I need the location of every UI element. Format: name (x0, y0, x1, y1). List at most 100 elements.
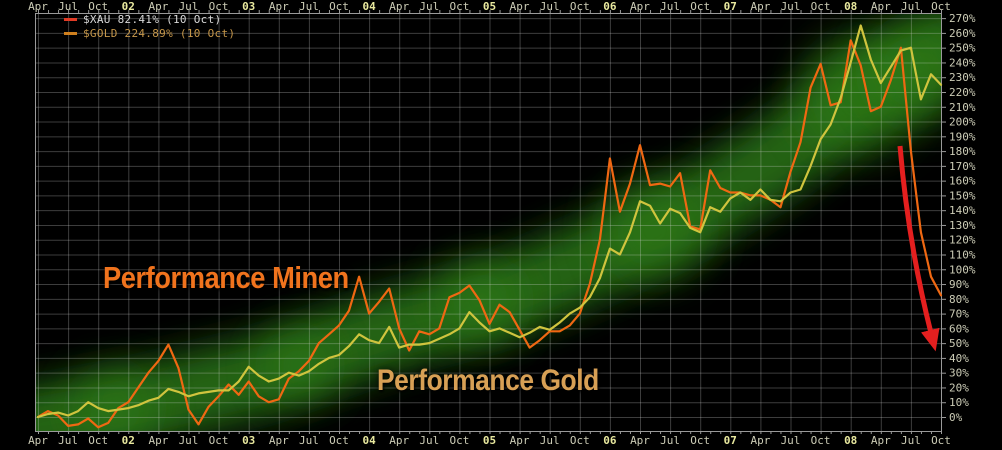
bottom-axis-label: 02 (122, 434, 135, 447)
bottom-axis-label: Jul (781, 434, 801, 447)
top-axis-label: Oct (88, 0, 108, 13)
bottom-axis-label: 03 (242, 434, 255, 447)
bottom-axis-label: Apr (510, 434, 530, 447)
bottom-axis-label: Apr (148, 434, 168, 447)
top-axis-label: Oct (449, 0, 469, 13)
bottom-axis-label: Oct (209, 434, 229, 447)
bottom-axis-label: Apr (269, 434, 289, 447)
top-axis-label: 05 (483, 0, 496, 13)
right-axis-label: 120% (949, 234, 976, 247)
series-line-xau (36, 39, 943, 429)
top-axis-label: Apr (148, 0, 168, 13)
bottom-axis-label: Jul (299, 434, 319, 447)
bottom-axis-label: Oct (931, 434, 951, 447)
plot-frame (35, 13, 942, 432)
gridlines (35, 13, 942, 431)
legend-item-gold: $GOLD 224.89% (10 Oct) (64, 26, 235, 40)
series-line-gold (36, 24, 943, 419)
top-axis-label: Jul (781, 0, 801, 13)
top-axis-label: Oct (690, 0, 710, 13)
top-axis-label: 02 (122, 0, 135, 13)
right-axis-label: 80% (949, 293, 969, 306)
top-axis-label: Jul (540, 0, 560, 13)
bottom-axis-label: Jul (419, 434, 439, 447)
xau-line-swatch-icon (64, 17, 77, 21)
annotation-performance-minen: Performance Minen (103, 260, 349, 295)
bottom-axis-label: Oct (329, 434, 349, 447)
right-axis-label: 220% (949, 86, 976, 99)
right-axis-label: 0% (949, 411, 963, 424)
right-axis-label: 230% (949, 71, 976, 84)
bottom-axis-label: Oct (449, 434, 469, 447)
xau-legend-label: $XAU 82.41% (10 Oct) (83, 12, 222, 26)
top-axis-label: Jul (660, 0, 680, 13)
bottom-axis-label: Oct (88, 434, 108, 447)
top-axis-label: 06 (603, 0, 617, 13)
right-axis-label: 200% (949, 116, 976, 129)
bottom-axis-label: Jul (179, 434, 199, 447)
top-axis-label: Oct (329, 0, 349, 13)
bottom-axis-label: Oct (811, 434, 831, 447)
bottom-axis-label: 07 (724, 434, 737, 447)
annotation-performance-gold: Performance Gold (377, 364, 599, 397)
bottom-axis-label: Jul (660, 434, 680, 447)
right-axis-label: 70% (949, 308, 969, 321)
right-axis-label: 60% (949, 322, 969, 335)
right-axis-label: 180% (949, 145, 976, 158)
top-axis-label: Jul (58, 0, 78, 13)
bottom-axis-label: Jul (540, 434, 560, 447)
right-axis-label: 270% (949, 12, 976, 25)
crash-arrow-icon (897, 145, 940, 352)
gold-legend-label: $GOLD 224.89% (10 Oct) (83, 26, 236, 40)
right-axis-label: 160% (949, 175, 976, 188)
bottom-axis-label: Apr (389, 434, 409, 447)
right-axis-label: 20% (949, 381, 969, 394)
right-axis-label: 90% (949, 278, 969, 291)
top-axis-label: Jul (299, 0, 319, 13)
bottom-axis-label: Jul (58, 434, 78, 447)
top-axis-label: Apr (28, 0, 48, 13)
axis-ticks (38, 10, 946, 434)
top-axis-label: Oct (570, 0, 590, 13)
right-axis-label: 10% (949, 396, 969, 409)
top-axis-label: 04 (362, 0, 376, 13)
bottom-axis-label: Jul (901, 434, 921, 447)
right-axis-label: 50% (949, 337, 969, 350)
top-axis-label: Oct (811, 0, 831, 13)
right-axis-label: 170% (949, 160, 976, 173)
bottom-axis-label: 05 (483, 434, 496, 447)
top-axis-label: Apr (389, 0, 409, 13)
right-axis-label: 240% (949, 56, 976, 69)
bottom-axis-label: 08 (844, 434, 857, 447)
top-axis-label: Apr (750, 0, 770, 13)
legend-item-xau: $XAU 82.41% (10 Oct) (64, 12, 235, 26)
bottom-axis-label: Apr (630, 434, 650, 447)
top-axis-label: Oct (209, 0, 229, 13)
right-axis-label: 30% (949, 367, 969, 380)
bottom-axis-label: Apr (871, 434, 891, 447)
top-axis-label: Apr (269, 0, 289, 13)
top-axis-label: Apr (630, 0, 650, 13)
right-axis-label: 250% (949, 42, 976, 55)
top-axis-label: Jul (419, 0, 439, 13)
top-axis-label: 03 (242, 0, 255, 13)
top-axis-label: 08 (844, 0, 857, 13)
right-axis-label: 210% (949, 101, 976, 114)
right-axis-label: 110% (949, 248, 976, 261)
legend: $XAU 82.41% (10 Oct) $GOLD 224.89% (10 O… (64, 12, 235, 40)
bottom-axis-label: 06 (603, 434, 617, 447)
right-axis-label: 40% (949, 352, 969, 365)
top-axis-label: 07 (724, 0, 737, 13)
right-axis-label: 100% (949, 263, 976, 276)
bottom-axis-label: Apr (750, 434, 770, 447)
bottom-axis-label: Oct (570, 434, 590, 447)
right-axis-label: 190% (949, 130, 976, 143)
top-axis-label: Jul (179, 0, 199, 13)
gold-line-swatch-icon (64, 31, 77, 35)
top-axis-label: Oct (931, 0, 951, 13)
right-axis-label: 140% (949, 204, 976, 217)
top-axis-label: Apr (510, 0, 530, 13)
right-axis-label: 260% (949, 27, 976, 40)
right-axis-label: 130% (949, 219, 976, 232)
